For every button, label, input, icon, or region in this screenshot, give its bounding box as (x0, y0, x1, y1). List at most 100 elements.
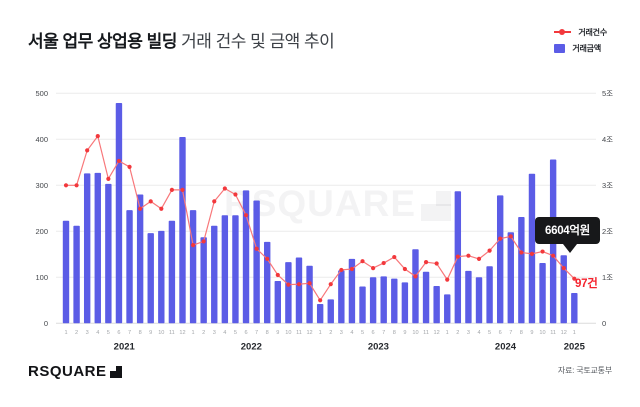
month-tick: 3 (86, 330, 89, 336)
month-tick: 2 (456, 330, 459, 336)
count-point (445, 277, 450, 282)
month-tick: 7 (509, 330, 512, 336)
count-point (349, 266, 355, 272)
month-tick: 4 (350, 330, 353, 336)
amount-bar (126, 210, 133, 324)
amount-bar (528, 173, 536, 324)
left-axis-tick: 500 (35, 89, 48, 98)
amount-bar (62, 220, 70, 324)
amount-bar (189, 210, 197, 324)
count-callout-label: 97건 (575, 278, 598, 290)
data-source-label: 자료: 국토교통부 (557, 366, 612, 375)
month-tick: 10 (412, 330, 418, 336)
month-tick: 11 (296, 330, 302, 336)
amount-callout-badge: 6604억원 (535, 217, 600, 253)
legend-label: 거래금액 (572, 43, 601, 53)
month-tick: 1 (64, 330, 67, 336)
amount-bar (327, 299, 334, 324)
year-label: 2021 (114, 342, 136, 353)
count-point (487, 248, 492, 253)
month-tick: 1 (192, 330, 195, 336)
amount-bar (571, 292, 578, 324)
left-axis-tick: 300 (35, 181, 48, 190)
right-axis-tick: 4조 (602, 135, 613, 144)
count-point (381, 260, 386, 266)
count-point (434, 261, 439, 266)
month-tick: 10 (285, 330, 291, 336)
line-series-icon (554, 29, 572, 35)
month-tick: 9 (530, 330, 533, 336)
count-point (455, 254, 460, 259)
month-tick: 6 (117, 330, 120, 336)
count-point (169, 187, 174, 192)
left-axis-tick: 200 (35, 227, 48, 236)
amount-bar (115, 102, 123, 324)
count-point (286, 282, 291, 287)
month-tick: 6 (372, 330, 375, 336)
amount-bar (200, 237, 207, 324)
count-point (190, 243, 196, 248)
right-axis-tick: 1조 (602, 273, 613, 282)
page-title-emphasis: 서울 업무 상업용 빌딩 (28, 32, 177, 51)
watermark-text: RSQUARE (224, 183, 417, 224)
amount-bar (94, 172, 101, 324)
month-tick: 3 (467, 330, 470, 336)
month-tick: 8 (139, 330, 142, 336)
amount-bar (507, 232, 514, 324)
count-point (212, 199, 217, 204)
count-point (328, 282, 333, 287)
amount-bar (359, 286, 366, 324)
rsquare-logo-text: RSQUARE (28, 363, 107, 380)
chart-legend: 거래건수 거래금액 (554, 27, 607, 53)
amount-bar (454, 191, 462, 324)
count-point (148, 199, 153, 204)
amount-bar (136, 194, 144, 324)
count-point (275, 272, 280, 278)
amount-bar (264, 241, 271, 324)
count-point (339, 267, 344, 273)
month-tick: 12 (179, 330, 185, 336)
month-tick: 7 (128, 330, 131, 336)
month-tick: 6 (244, 330, 247, 336)
count-point (498, 236, 503, 241)
left-axis-tick: 400 (35, 135, 48, 144)
month-tick: 5 (107, 330, 110, 336)
amount-bar (338, 270, 345, 324)
count-point (116, 158, 122, 164)
count-point (63, 183, 69, 188)
month-tick: 5 (234, 330, 237, 336)
month-tick: 5 (361, 330, 364, 336)
amount-bar (465, 270, 472, 324)
month-tick: 10 (158, 330, 164, 336)
month-tick: 2 (202, 330, 205, 336)
amount-bar (380, 276, 387, 324)
count-point (95, 133, 100, 139)
month-tick: 12 (306, 330, 312, 336)
amount-bar (369, 277, 377, 324)
count-point (106, 176, 111, 181)
amount-bar (158, 230, 165, 324)
month-tick: 6 (499, 330, 502, 336)
month-tick: 9 (149, 330, 152, 336)
rsquare-logo-icon (421, 190, 452, 221)
month-tick: 1 (319, 330, 322, 336)
left-axis-tick: 0 (44, 319, 48, 328)
month-tick: 1 (446, 330, 449, 336)
page-title-rest: 거래 건수 및 금액 추이 (176, 32, 335, 51)
month-tick: 5 (488, 330, 491, 336)
month-tick: 3 (213, 330, 216, 336)
count-point (371, 266, 376, 271)
amount-bar (211, 225, 218, 324)
amount-bar (433, 286, 440, 324)
legend-item-amount: 거래금액 (554, 43, 601, 53)
amount-bar (285, 262, 292, 324)
amount-bar (221, 215, 229, 324)
rsquare-logo-icon (109, 366, 122, 378)
amount-bar (147, 233, 154, 324)
month-tick: 10 (539, 330, 545, 336)
page-title: 서울 업무 상업용 빌딩 거래 건수 및 금액 추이 (28, 27, 335, 52)
legend-label: 거래건수 (578, 27, 607, 37)
month-tick: 3 (340, 330, 343, 336)
count-point (519, 250, 524, 255)
count-point (318, 298, 323, 303)
